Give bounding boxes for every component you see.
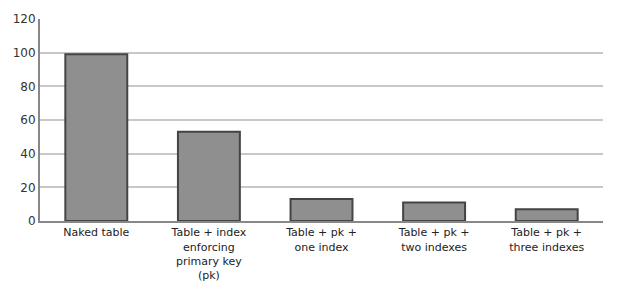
- svg-text:120: 120: [13, 12, 36, 26]
- svg-text:Table + pk +three indexes: Table + pk +three indexes: [509, 226, 584, 253]
- svg-text:Table + pk +two indexes: Table + pk +two indexes: [398, 226, 470, 253]
- svg-text:40: 40: [20, 147, 35, 161]
- svg-text:60: 60: [20, 113, 35, 127]
- svg-text:80: 80: [20, 80, 35, 94]
- svg-text:0: 0: [28, 214, 36, 228]
- svg-text:100: 100: [13, 46, 36, 60]
- svg-text:20: 20: [20, 181, 35, 195]
- svg-text:Table + pk +one index: Table + pk +one index: [285, 226, 357, 253]
- svg-text:Naked table: Naked table: [63, 226, 129, 239]
- svg-text:Table + indexenforcingprimary: Table + indexenforcingprimary key(pk): [171, 226, 247, 282]
